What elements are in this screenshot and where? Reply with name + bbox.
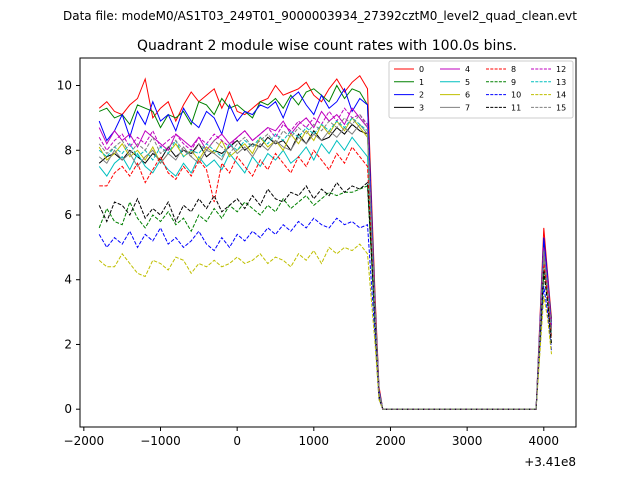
- series-line-2: [98, 87, 552, 410]
- x-tick-label: −1000: [140, 434, 181, 448]
- series-line-11: [98, 181, 552, 410]
- axes-frame: [79, 57, 577, 428]
- x-tick-label: 2000: [375, 434, 406, 448]
- legend-label-5: 5: [465, 78, 470, 87]
- series-line-9: [98, 185, 552, 410]
- x-tick-label: 4000: [529, 434, 560, 448]
- y-tick-label: 10: [57, 79, 72, 93]
- x-offset-label: +3.41e8: [524, 455, 576, 469]
- legend-box: [388, 60, 574, 119]
- series-line-7: [98, 123, 552, 410]
- legend-label-12: 12: [556, 65, 566, 74]
- x-tick-label: −2000: [64, 434, 105, 448]
- legend-label-14: 14: [556, 91, 566, 100]
- legend-label-8: 8: [511, 65, 516, 74]
- series-line-15: [98, 113, 552, 410]
- legend-label-7: 7: [465, 103, 470, 112]
- series-line-3: [98, 123, 552, 410]
- y-axis-ticks: 0 2 4 6 8 10: [57, 79, 80, 416]
- legend-label-10: 10: [511, 91, 521, 100]
- legend-label-3: 3: [419, 103, 424, 112]
- series-line-4: [98, 107, 552, 410]
- legend-label-1: 1: [419, 78, 424, 87]
- x-axis-ticks: −2000 −1000 0 1000 2000 3000 4000: [64, 427, 560, 448]
- series-line-6: [98, 117, 552, 410]
- plot-lines: [98, 75, 552, 410]
- legend-label-4: 4: [465, 65, 470, 74]
- chart-suptitle: Data file: modeM0/AS1T03_249T01_90000039…: [63, 9, 577, 23]
- legend-label-11: 11: [511, 103, 521, 112]
- series-line-12: [98, 107, 552, 410]
- x-tick-label: 0: [233, 434, 241, 448]
- y-tick-label: 0: [64, 402, 72, 416]
- legend-label-13: 13: [556, 78, 566, 87]
- chart-title: Quadrant 2 module wise count rates with …: [137, 38, 517, 54]
- y-tick-label: 2: [64, 337, 72, 351]
- series-line-10: [98, 217, 552, 410]
- series-line-5: [98, 136, 552, 410]
- series-line-1: [99, 84, 552, 410]
- legend-label-0: 0: [419, 65, 424, 74]
- series-line-13: [98, 117, 552, 410]
- legend-label-15: 15: [556, 103, 566, 112]
- series-line-14: [98, 243, 552, 410]
- legend-label-6: 6: [465, 91, 470, 100]
- x-tick-label: 1000: [299, 434, 330, 448]
- legend-label-9: 9: [511, 78, 516, 87]
- x-tick-label: 3000: [452, 434, 483, 448]
- y-tick-label: 8: [64, 143, 72, 157]
- legend-label-2: 2: [419, 91, 424, 100]
- y-tick-label: 6: [64, 208, 72, 222]
- y-tick-label: 4: [64, 273, 72, 287]
- series-line-8: [99, 146, 552, 410]
